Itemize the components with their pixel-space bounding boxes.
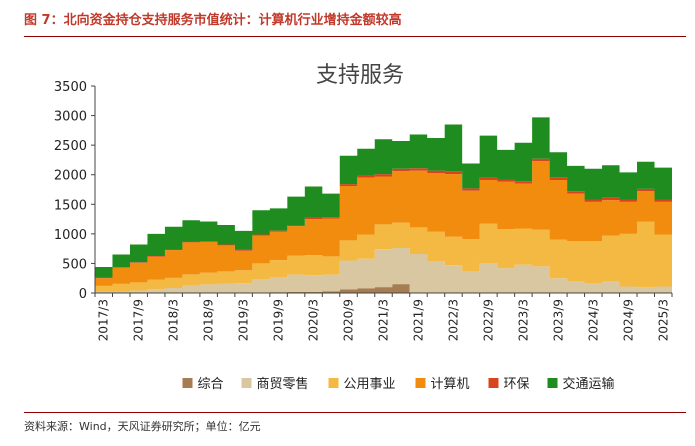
- x-tick-label: 2019/9: [272, 299, 286, 341]
- stacked-area-chart: 支持服务 0 500 1000 1500 2000 2500 3000 3500 2017/3 2…: [54, 63, 673, 392]
- legend-swatch-1: [241, 378, 252, 388]
- legend-label-3: 计算机: [431, 377, 470, 392]
- y-tick-label: 3000: [54, 110, 87, 125]
- y-tick-label: 1500: [54, 198, 87, 213]
- y-tick-label: 0: [79, 287, 87, 302]
- legend-swatch-4: [488, 378, 499, 388]
- x-tick-label: 2023/9: [551, 299, 565, 341]
- x-tick-label: 2024/3: [586, 299, 600, 341]
- legend-label-1: 商贸零售: [257, 376, 309, 392]
- y-tick-label: 1000: [54, 228, 87, 243]
- legend-swatch-5: [547, 378, 558, 388]
- x-tick-label: 2017/3: [97, 299, 111, 341]
- x-tick-label: 2021/9: [411, 299, 425, 341]
- series-area-2: [95, 221, 672, 292]
- series-areas: [95, 117, 672, 293]
- series-area-3: [95, 161, 672, 286]
- x-tick-label: 2022/9: [481, 299, 495, 341]
- legend: 综合 商贸零售 公用事业 计算机 环保 交通运输: [182, 376, 615, 392]
- legend-label-4: 环保: [504, 377, 530, 392]
- title-divider: [24, 36, 686, 37]
- x-tick-label: 2019/3: [237, 299, 251, 341]
- x-tick-label: 2023/3: [516, 299, 530, 341]
- series-area-0: [95, 284, 672, 293]
- figure-title: 图 7：北向资金持仓支持服务市值统计：计算机行业增持金额较高: [24, 13, 402, 28]
- legend-label-2: 公用事业: [344, 377, 396, 392]
- x-tick-label: 2018/9: [202, 299, 216, 341]
- legend-label-0: 综合: [198, 377, 224, 392]
- legend-swatch-3: [415, 378, 426, 388]
- x-tick-label: 2025/3: [656, 299, 670, 341]
- series-area-5: [95, 117, 672, 278]
- source-note: 资料来源：Wind，天风证券研究所；单位：亿元: [24, 420, 261, 433]
- y-tick-label: 3500: [54, 80, 87, 95]
- y-tick-label: 2500: [54, 139, 87, 154]
- x-tick-label: 2021/3: [377, 299, 391, 341]
- legend-swatch-2: [328, 378, 339, 388]
- x-tick-label: 2022/3: [446, 299, 460, 341]
- legend-swatch-0: [182, 378, 193, 388]
- y-tick-label: 2000: [54, 169, 87, 184]
- x-tick-label: 2024/9: [621, 299, 635, 341]
- x-tick-label: 2018/3: [167, 299, 181, 341]
- source-divider: [24, 412, 686, 413]
- series-area-1: [95, 248, 672, 293]
- axes: 0 500 1000 1500 2000 2500 3000 3500 2017/3 2017/9…: [54, 80, 673, 341]
- x-tick-label: 2020/3: [307, 299, 321, 341]
- x-tick-label: 2020/9: [342, 299, 356, 341]
- y-tick-label: 500: [62, 257, 87, 272]
- chart-area: 支持服务 0 500 1000 1500 2000 2500 3000 3500 2017/3 2…: [0, 40, 695, 410]
- chart-title: 支持服务: [316, 63, 404, 88]
- legend-label-5: 交通运输: [563, 376, 615, 392]
- x-tick-label: 2017/9: [132, 299, 146, 341]
